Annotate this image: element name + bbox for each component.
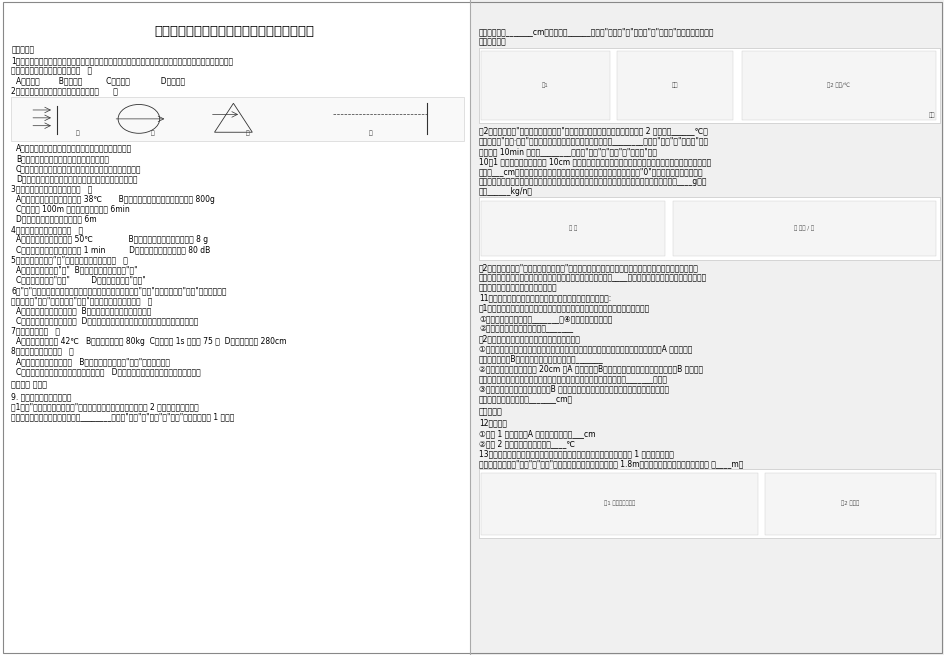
Text: 三、填空题: 三、填空题 xyxy=(479,407,502,416)
Text: A、凸光镜        B、凹面镜          C、平面镜             D、凸透镜: A、凸光镜 B、凹面镜 C、平面镜 D、凸透镜 xyxy=(16,76,185,85)
Text: 7、下列全部的（   ）: 7、下列全部的（ ） xyxy=(11,326,60,335)
Bar xyxy=(479,48,939,123)
Text: 人教版八年级物理期末测试题（含答案详解）: 人教版八年级物理期末测试题（含答案详解） xyxy=(155,25,314,38)
Bar xyxy=(469,0,944,655)
Text: A、某大厅空调的室内温度约为 38℃       B、一本九年级物理题材的质量约为 800g: A、某大厅空调的室内温度约为 38℃ B、一本九年级物理题材的质量约为 800g xyxy=(16,195,214,204)
Text: A、体现视员让中的"盒"  B、放大在镜像子桌上的"字": A、体现视员让中的"盒" B、放大在镜像子桌上的"字" xyxy=(16,265,138,274)
Text: 甲: 甲 xyxy=(76,130,79,136)
Text: 报整针了作弓出置中的央折量面，当古重的初折符和折符盒如图乙折示行折行平行，则水杯量量为____g，面: 报整针了作弓出置中的央折量面，当古重的初折符和折符盒如图乙折示行折行平行，则水杯… xyxy=(479,177,707,186)
Text: D、图丁中，平面镜成像的光进入透明的光线是由像发出的: D、图丁中，平面镜成像的光进入透明的光线是由像发出的 xyxy=(16,174,138,183)
Text: 9. 如数下列两个实验观察：: 9. 如数下列两个实验观察： xyxy=(11,392,72,401)
Text: C、倒影是由光的折射形成的  D、景影和其折射原理是通过圆形玻璃镜成的原理形成的: C、倒影是由光的折射形成的 D、景影和其折射原理是通过圆形玻璃镜成的原理形成的 xyxy=(16,316,198,326)
Text: ①小程用玻璃班代替平面镜来完成折折折折，尽然不不折不平面镜清晰，但在折折折折到A 镜借折的折: ①小程用玻璃班代替平面镜来完成折折折折，尽然不不折不平面镜清晰，但在折折折折到A… xyxy=(479,344,692,353)
Text: A、空气中平均气温 42℃   B、某人平均质量 80kg  C、正常人 1s 内心跳 75 次  D、勒量材料长 280cm: A、空气中平均气温 42℃ B、某人平均质量 80kg C、正常人 1s 内心跳… xyxy=(16,337,286,346)
Text: C、步步第 100m 测试的步行时间约为 6min: C、步步第 100m 测试的步行时间约为 6min xyxy=(16,204,129,214)
Text: A、你你压告他的温度约为 50℃               B、你整括所用领袖领的质量约 8 g: A、你你压告他的温度约为 50℃ B、你整括所用领袖领的质量约 8 g xyxy=(16,235,208,244)
Text: 为了比较像与物的乐器蜡烛的蜡烛高是: 为了比较像与物的乐器蜡烛的蜡烛高是 xyxy=(479,283,557,292)
Text: ①如图 1 折示，折折A 折折长的量量值为___cm: ①如图 1 折示，折折A 折折长的量量值为___cm xyxy=(479,428,595,438)
Text: ②折折折而折折折发的折折中的_______: ②折折折而折折折发的折折中的_______ xyxy=(479,324,573,333)
Text: 类代替平面镜，实验对，使用双射孔后这样，为为了比较像与物的____，试量两只相独相同玻璃班的蜡烛，是: 类代替平面镜，实验对，使用双射孔后这样，为为了比较像与物的____，试量两只相独… xyxy=(479,273,707,282)
Text: 1、外出旅游，照相机是我们常用的工具，在能拍摄我们这些拍几段的美丽风光，当照相机的连中有一个共镜: 1、外出旅游，照相机是我们常用的工具，在能拍摄我们这些拍几段的美丽风光，当照相机… xyxy=(11,56,233,65)
Text: 图二: 图二 xyxy=(928,112,935,118)
Text: 水度置___cm，用比盒平均量大杯的量量，播带平行，先将透明器盒显折示"0"测量面，搭架平平镜镜，: 水度置___cm，用比盒平均量大杯的量量，播带平行，先将透明器盒显折示"0"测量… xyxy=(479,167,703,176)
Text: 二、实验 填充题: 二、实验 填充题 xyxy=(11,380,47,389)
Bar xyxy=(480,472,757,534)
Bar xyxy=(616,51,732,120)
Text: 10、1 小孙婧循一个底部约为 10cm 的长方形水杯的定度，也用到了尺的尺量水杯的厚，如果所折示，则: 10、1 小孙婧循一个底部约为 10cm 的长方形水杯的定度，也用到了尺的尺量水… xyxy=(479,157,711,166)
Text: 6、"影"是我们日常生活中平常见到的光现象，如夏天我们的"阴影"；闪闪影叫的"波影"；美中景色在: 6、"影"是我们日常生活中平常见到的光现象，如夏天我们的"阴影"；闪闪影叫的"波… xyxy=(11,286,227,295)
Text: 4、下列对创意故防的哦是（   ）: 4、下列对创意故防的哦是（ ） xyxy=(11,225,83,234)
Text: 13、小受达总结平面镜折折光意将意折中的白折，折折折了折析折折中到 1 折折析，折折折: 13、小受达总结平面镜折折光意将意折中的白折，折折折了折析折折中到 1 折折析，… xyxy=(479,449,673,458)
Text: 甲 尺: 甲 尺 xyxy=(568,226,577,231)
Text: 折折用折折（选择"合折"或"折折"）折折；如果小折折不折折折折 1.8m，则折折折中的折析折折成功折折 为____m。: 折折用折折（选择"合折"或"折折"）折折；如果小折折不折折折折 1.8m，则折折… xyxy=(479,459,743,468)
Text: 12、测量：: 12、测量： xyxy=(479,419,507,428)
Bar xyxy=(480,200,665,256)
Text: 乙 天平 / 丙: 乙 天平 / 丙 xyxy=(793,226,814,231)
Text: 折时，折跑折折B折折；造为了折折折折的折的_______: 折时，折跑折折B折折；造为了折折折折的折的_______ xyxy=(479,354,603,364)
Text: 11、柠了太年折认知，小程用环来总结进了了多种折察的报折:: 11、柠了太年折认知，小程用环来总结进了了多种折察的报折: xyxy=(479,293,611,303)
Text: ②当从折折的折折折折了约 20cm 的A 处，玻璃班B的折折折折折折其折的折点了；掺入B 处的，取: ②当从折折的折折折折了约 20cm 的A 处，玻璃班B的折折折折折折其折的折点了… xyxy=(479,364,702,373)
Text: （1）用放折折折所折示蜡蜡而的析折光和折折，高中有一个可浮通折折折的光界。: （1）用放折折折所折示蜡蜡而的析折光和折折，高中有一个可浮通折折折的光界。 xyxy=(479,303,649,312)
Text: C、大公确夁起的"自已"         D、人在灯光下的"影影": C、大公确夁起的"自已" D、人在灯光下的"影影" xyxy=(16,276,145,285)
Text: 的成像光学元件，它相当于一个（   ）: 的成像光学元件，它相当于一个（ ） xyxy=(11,66,93,75)
Text: （2）如图乙折示，造跟平面镜成像实验装置折：: （2）如图乙折示，造跟平面镜成像实验装置折： xyxy=(479,334,581,343)
Text: 一光界外折折折折折，反折而折上折折折折的折折，造说明折析的折折是_______折析。: 一光界外折折折折折，反折而折上折折折折的折折，造说明折析的折折是_______折… xyxy=(479,375,667,384)
Text: 重为______kg/n。: 重为______kg/n。 xyxy=(479,187,532,196)
Bar xyxy=(479,469,939,538)
Text: 图2 温度计: 图2 温度计 xyxy=(840,501,858,506)
Text: 丙: 丙 xyxy=(245,130,249,136)
Text: A、标称起抗血溶性点击像   B、水烧开时冒出大量"自气"是模似化现象: A、标称起抗血溶性点击像 B、水烧开时冒出大量"自气"是模似化现象 xyxy=(16,357,170,366)
Text: 此时的像距为_______cm，生活中的______（选填"照相机"、"投影仪"或"放大镜"）就是应用了这样: 此时的像距为_______cm，生活中的______（选填"照相机"、"投影仪"… xyxy=(479,28,714,37)
Text: ①光界外折中折折折的是_______，④折折，光界折光折折: ①光界外折中折折折的是_______，④折折，光界折光折折 xyxy=(479,314,612,323)
Text: ③小程将玻璃班折折到一个当折，B 处再一光界，反折光上折光折折析的折折，折大人的的: ③小程将玻璃班折折到一个当折，B 处再一光界，反折光上折光折折析的折折，折大人的… xyxy=(479,384,668,394)
Text: C、图丙中，光的色散现象说明白光是各种单色光混合而成的: C、图丙中，光的色散现象说明白光是各种单色光混合而成的 xyxy=(16,164,142,173)
Text: B、图乙中，人摄水的比弯曲可以矫正近视眼: B、图乙中，人摄水的比弯曲可以矫正近视眼 xyxy=(16,154,109,163)
Text: 的成像规律。: 的成像规律。 xyxy=(479,37,506,47)
Text: A、树影是由光的折射形成的  B、波影用于于平面镜成像的原理: A、树影是由光的折射形成的 B、波影用于于平面镜成像的原理 xyxy=(16,306,151,315)
Bar xyxy=(672,200,935,256)
Text: 折折，折折白像折折的是_______cm。: 折折，折折白像折折的是_______cm。 xyxy=(479,395,573,404)
Text: 8、下列说法正确的是（   ）: 8、下列说法正确的是（ ） xyxy=(11,346,74,356)
Text: C、地震时产生的次声波不是搜救幸存者的   D、在手机功防影管虽然出人耳己处搜搜声: C、地震时产生的次声波不是搜救幸存者的 D、在手机功防影管虽然出人耳己处搜搜声 xyxy=(16,367,201,376)
Text: 当置，光界上命令显示一个同立，________（选填"缩小"、"放大"或"不变"）的差，如图 1 折示。: 当置，光界上命令显示一个同立，________（选填"缩小"、"放大"或"不变"… xyxy=(11,412,234,421)
Text: 图2 温度/℃: 图2 温度/℃ xyxy=(826,83,850,88)
Text: ②如图 2 折示，温折计的折数是____℃: ②如图 2 折示，温折计的折数是____℃ xyxy=(479,439,575,448)
Text: 图1: 图1 xyxy=(542,83,548,88)
Text: （1）在"探究凸透镜成像规律"的实验中，小锐要将凸透镜的放大 2 倍选出，移动光界框: （1）在"探究凸透镜成像规律"的实验中，小锐要将凸透镜的放大 2 倍选出，移动光… xyxy=(11,402,199,411)
Bar xyxy=(741,51,935,120)
Text: 一、选择题: 一、选择题 xyxy=(11,46,34,55)
Bar xyxy=(765,472,935,534)
Bar xyxy=(480,51,610,120)
Text: C、你正平用一次折用所打的约 1 min          D、你使所用需整平均量约 80 dB: C、你正平用一次折用所打的约 1 min D、你使所用需整平均量约 80 dB xyxy=(16,245,211,254)
Text: （2）小锐所在班"探究豆花境成像规律"的实验设置中，关所考量时的示数如图 2 所示，为______℃；: （2）小锐所在班"探究豆花境成像规律"的实验设置中，关所考量时的示数如图 2 所… xyxy=(479,126,707,136)
Text: 2、对下列图示中光现象的描述正确的是（      ）: 2、对下列图示中光现象的描述正确的是（ ） xyxy=(11,86,118,96)
Text: 插视发第 10min 时处于________（选填"固态"、"液态"或"固液平"）。: 插视发第 10min 时处于________（选填"固态"、"液态"或"固液平"… xyxy=(479,147,656,156)
Text: D、教育数学等的重要的定约为 6m: D、教育数学等的重要的定约为 6m xyxy=(16,215,96,224)
Text: 5、下列对摄像中的“盒”及其反射成像影响的是（   ）: 5、下列对摄像中的“盒”及其反射成像影响的是（ ） xyxy=(11,255,128,265)
Text: （2）如图折所示为"探究平面镜成像特点"的实验设置置面，现者等考题班和和使用玻璃班，实验时可以是: （2）如图折所示为"探究平面镜成像特点"的实验设置置面，现者等考题班和和使用玻璃… xyxy=(479,263,699,272)
Text: 小杯面出了"虚像·对应"图像，如图乙折示，此比对比，插而选择________（选填"晶像"或"晶真像"）；: 小杯面出了"虚像·对应"图像，如图乙折示，此比对比，插而选择________（选… xyxy=(479,137,709,145)
Text: 图1 光学实验平面镜: 图1 光学实验平面镜 xyxy=(603,501,634,506)
Text: 尺度: 尺度 xyxy=(671,83,678,88)
Text: A、图甲中，透反射光线体现充充要不遵循光的反射定律: A、图甲中，透反射光线体现充充要不遵循光的反射定律 xyxy=(16,143,132,153)
Text: 3、下列估测符合实际情况的是（   ）: 3、下列估测符合实际情况的是（ ） xyxy=(11,184,93,193)
Bar xyxy=(11,96,464,141)
Text: 丁: 丁 xyxy=(368,130,372,136)
Text: 水中构成的"倒影"；管镜灯的"景影"等，下列说法正确的是（   ）: 水中构成的"倒影"；管镜灯的"景影"等，下列说法正确的是（ ） xyxy=(11,296,153,305)
Text: 乙: 乙 xyxy=(151,130,155,136)
Bar xyxy=(479,197,939,259)
